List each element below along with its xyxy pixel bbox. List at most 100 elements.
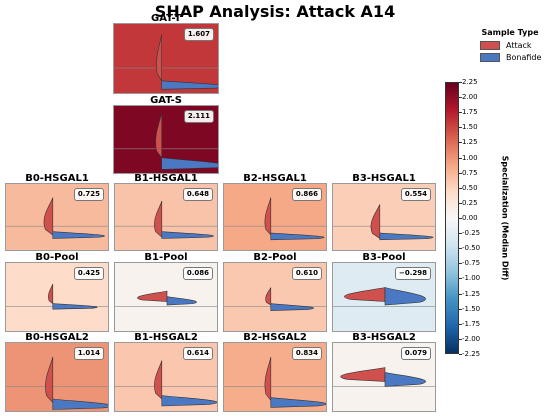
violin-plot-b2-hsgal1 [224, 197, 326, 241]
violin-bonafide [166, 296, 197, 306]
colorbar-tick-label: -0.25 [462, 229, 481, 238]
colorbar-tick-label: -0.75 [462, 259, 481, 268]
panel-value-badge: 0.079 [400, 347, 431, 360]
legend-swatch-bonafide [480, 53, 500, 62]
violin-attack [154, 200, 163, 238]
colorbar-tick-label: -2.25 [462, 350, 481, 358]
colorbar-tick-mark [459, 233, 462, 235]
colorbar-tick-label: 1.00 [462, 153, 478, 162]
violin-attack [265, 287, 272, 306]
colorbar-tick-mark [459, 157, 462, 159]
panel-b3-pool: −0.298 [332, 262, 436, 332]
violin-bonafide [161, 395, 217, 407]
violin-bonafide [161, 80, 218, 90]
violin-attack [156, 34, 162, 82]
panel-title-b1-hsgal2: B1-HSGAL2 [134, 332, 198, 343]
violin-attack [45, 356, 54, 404]
colorbar-tick-mark [459, 278, 462, 280]
violin-bonafide [270, 303, 314, 311]
colorbar-tick-label: -1.75 [462, 319, 481, 328]
panel-title-b1-hsgal1: B1-HSGAL1 [134, 173, 198, 184]
panel-b2-pool: 0.610 [223, 262, 327, 332]
violin-bonafide [270, 232, 325, 241]
violin-attack [154, 360, 163, 400]
panel-value-badge: 0.086 [182, 267, 213, 280]
colorbar-tick-label: 2.00 [462, 93, 478, 102]
colorbar-tick-mark [459, 97, 462, 99]
violin-plot-b1-hsgal1 [115, 200, 217, 239]
violin-attack [264, 197, 272, 236]
colorbar-tick-mark [459, 293, 462, 295]
panel-title-gat-t: GAT-T [150, 13, 182, 24]
panel-value-badge: 2.111 [183, 110, 214, 123]
colorbar-tick-label: 1.75 [462, 108, 478, 117]
panel-title-b0-hsgal1: B0-HSGAL1 [25, 173, 89, 184]
panel-b1-hsgal2: 0.614 [114, 342, 218, 412]
panel-b1-pool: 0.086 [114, 262, 218, 332]
colorbar-tick-mark [459, 82, 462, 83]
panel-value-badge: 0.425 [73, 267, 104, 280]
colorbar-tick-mark [459, 218, 462, 219]
legend-item-attack: Attack [480, 41, 546, 50]
violin-plot-b3-pool [333, 287, 435, 307]
panel-b1-hsgal1: 0.648 [114, 183, 218, 251]
colorbar-tick-label: 1.25 [462, 138, 478, 147]
panel-b0-pool: 0.425 [5, 262, 109, 332]
panel-gat-s: 2.111 [113, 105, 219, 174]
colorbar-tick-label: 0.00 [462, 214, 478, 222]
panel-title-b1-pool: B1-Pool [144, 252, 188, 263]
colorbar-tick-mark [459, 323, 462, 325]
violin-plot-b1-hsgal2 [115, 360, 217, 407]
panel-b3-hsgal1: 0.554 [332, 183, 436, 251]
panel-title-b2-pool: B2-Pool [253, 252, 297, 263]
colorbar-tick-label: -1.00 [462, 274, 481, 283]
colorbar-tick-mark [459, 112, 462, 114]
violin-plot-gat-s [114, 112, 218, 170]
violin-attack [340, 367, 386, 382]
legend-label-bonafide: Bonafide [506, 53, 542, 62]
panel-b2-hsgal1: 0.866 [223, 183, 327, 251]
panel-b3-hsgal2: 0.079 [332, 342, 436, 412]
colorbar-tick-label: 1.50 [462, 123, 478, 132]
violin-bonafide [161, 231, 214, 239]
colorbar-tick-label: 0.50 [462, 183, 478, 192]
panel-gat-t: 1.607 [113, 23, 219, 94]
panel-title-b2-hsgal2: B2-HSGAL2 [243, 332, 307, 343]
colorbar-tick-label: -1.25 [462, 289, 481, 298]
colorbar-tick-label: -0.50 [462, 244, 481, 253]
violin-attack [48, 283, 54, 305]
violin-plot-gat-t [114, 34, 218, 90]
violin-plot-b0-hsgal1 [6, 197, 108, 239]
violin-bonafide [384, 372, 426, 387]
violin-plot-b2-pool [224, 287, 326, 311]
legend-swatch-attack [480, 41, 500, 50]
colorbar-tick-label: 0.75 [462, 168, 478, 177]
violin-attack [155, 112, 162, 159]
colorbar-tick-mark [459, 263, 462, 265]
panel-b0-hsgal1: 0.725 [5, 183, 109, 251]
violin-plot-b0-pool [6, 283, 108, 310]
violin-plot-b0-hsgal2 [6, 356, 108, 410]
violin-plot-b3-hsgal2 [333, 367, 435, 387]
panel-value-badge: 1.014 [73, 347, 104, 360]
colorbar-tick-mark [459, 187, 462, 189]
colorbar-tick-mark [459, 172, 462, 174]
violin-bonafide [52, 398, 108, 410]
violin-attack [370, 204, 381, 239]
panel-value-badge: 0.725 [73, 188, 104, 201]
panel-title-b3-hsgal2: B3-HSGAL2 [352, 332, 416, 343]
violin-bonafide [379, 232, 434, 241]
colorbar-tick-mark [459, 248, 462, 250]
violin-attack [264, 356, 272, 402]
colorbar-label: Specialization (Median Diff) [500, 155, 510, 281]
violin-bonafide [384, 287, 426, 306]
colorbar [445, 82, 459, 354]
panel-value-badge: 0.866 [291, 188, 322, 201]
panel-value-badge: 1.607 [183, 28, 214, 41]
panel-value-badge: 0.610 [291, 267, 322, 280]
colorbar-tick-mark [459, 142, 462, 144]
panel-value-badge: 0.648 [182, 188, 213, 201]
panel-b0-hsgal2: 1.014 [5, 342, 109, 412]
violin-attack [344, 287, 386, 302]
legend: Sample Type Attack Bonafide [474, 28, 546, 62]
